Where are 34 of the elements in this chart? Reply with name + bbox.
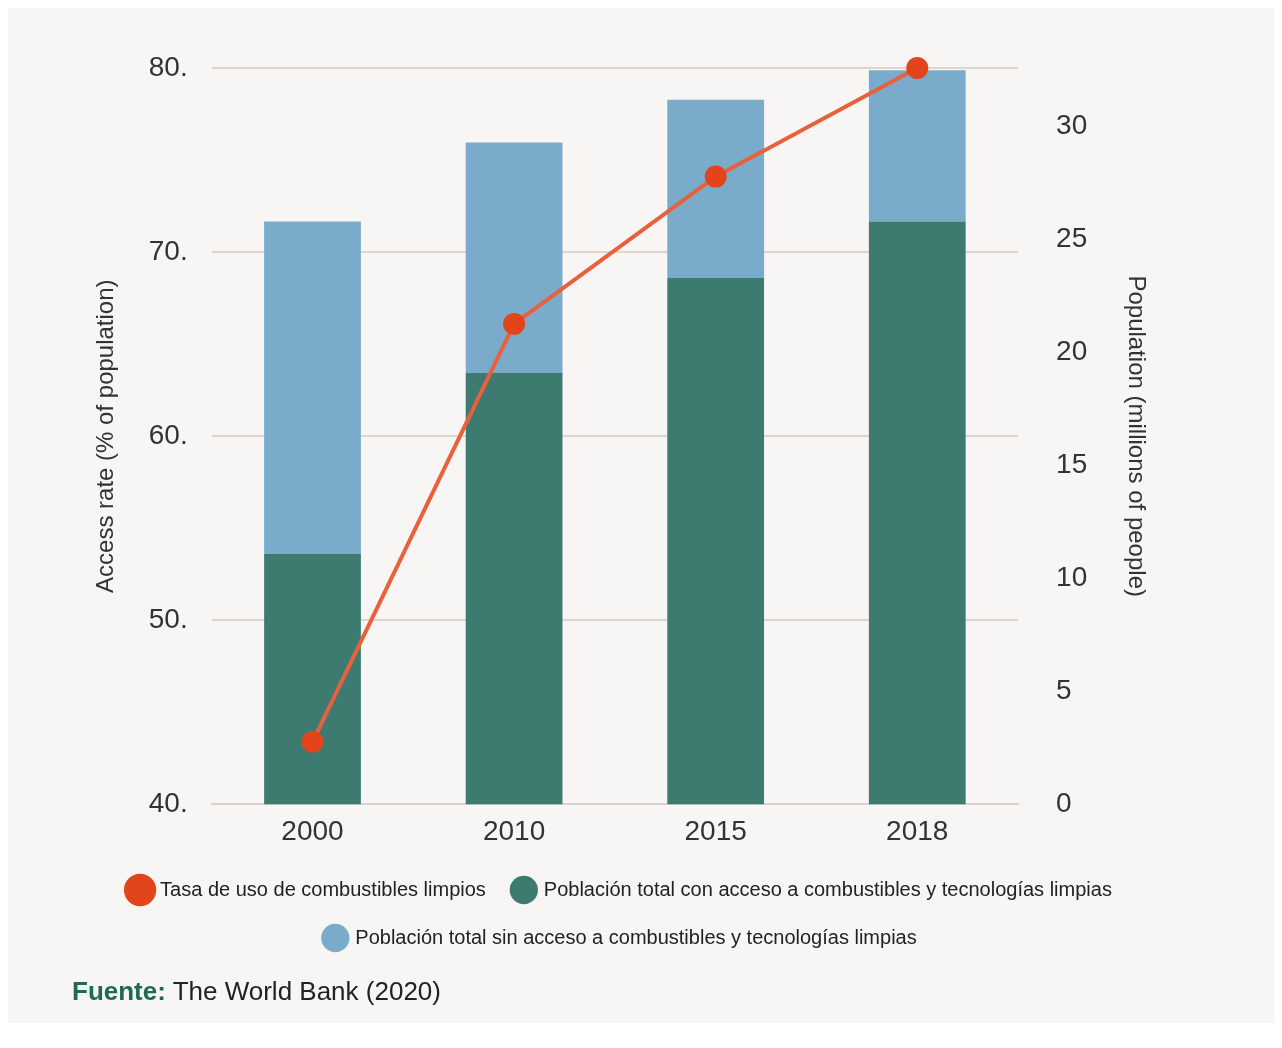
bar — [465, 372, 563, 805]
y-tick-label: 80. — [148, 50, 188, 82]
bar — [465, 142, 563, 373]
y-tick-label: 40. — [148, 787, 188, 819]
bar — [667, 278, 765, 805]
bar — [264, 553, 361, 805]
legend-label: Población total con acceso a combustibles y tecnologías limpias — [543, 877, 1112, 900]
y2-tick-label: 30 — [1056, 109, 1088, 141]
x-tick-label: 2000 — [281, 814, 344, 846]
y2-axis-title: Population (millions of people) — [1123, 275, 1151, 597]
bar — [264, 221, 361, 554]
y2-tick-label: 0 — [1056, 787, 1072, 819]
bar — [868, 70, 966, 222]
y2-tick-label: 15 — [1056, 448, 1088, 480]
legend-label: Población total sin acceso a combustibles y tecnologías limpias — [355, 925, 917, 948]
y-tick-label: 60. — [148, 418, 188, 450]
y-tick-label: 50. — [148, 603, 188, 635]
point — [503, 312, 526, 335]
x-tick-label: 2018 — [886, 814, 949, 846]
bar — [667, 99, 765, 279]
y2-tick-label: 20 — [1056, 335, 1088, 367]
point — [301, 730, 324, 753]
x-tick-label: 2010 — [482, 814, 546, 846]
y-axis-title: Access rate (% of population) — [91, 279, 119, 593]
x-tick-label: 2015 — [684, 814, 747, 846]
y2-tick-label: 25 — [1056, 222, 1088, 254]
y2-tick-label: 10 — [1056, 561, 1088, 593]
legend-label: Tasa de uso de combustibles limpios — [160, 877, 486, 900]
bar — [868, 221, 966, 805]
point — [704, 165, 727, 188]
point — [906, 57, 929, 79]
y2-tick-label: 5 — [1056, 674, 1072, 706]
y-tick-label: 70. — [148, 234, 188, 266]
source-note: Fuente: The World Bank (2020) — [72, 976, 441, 1006]
